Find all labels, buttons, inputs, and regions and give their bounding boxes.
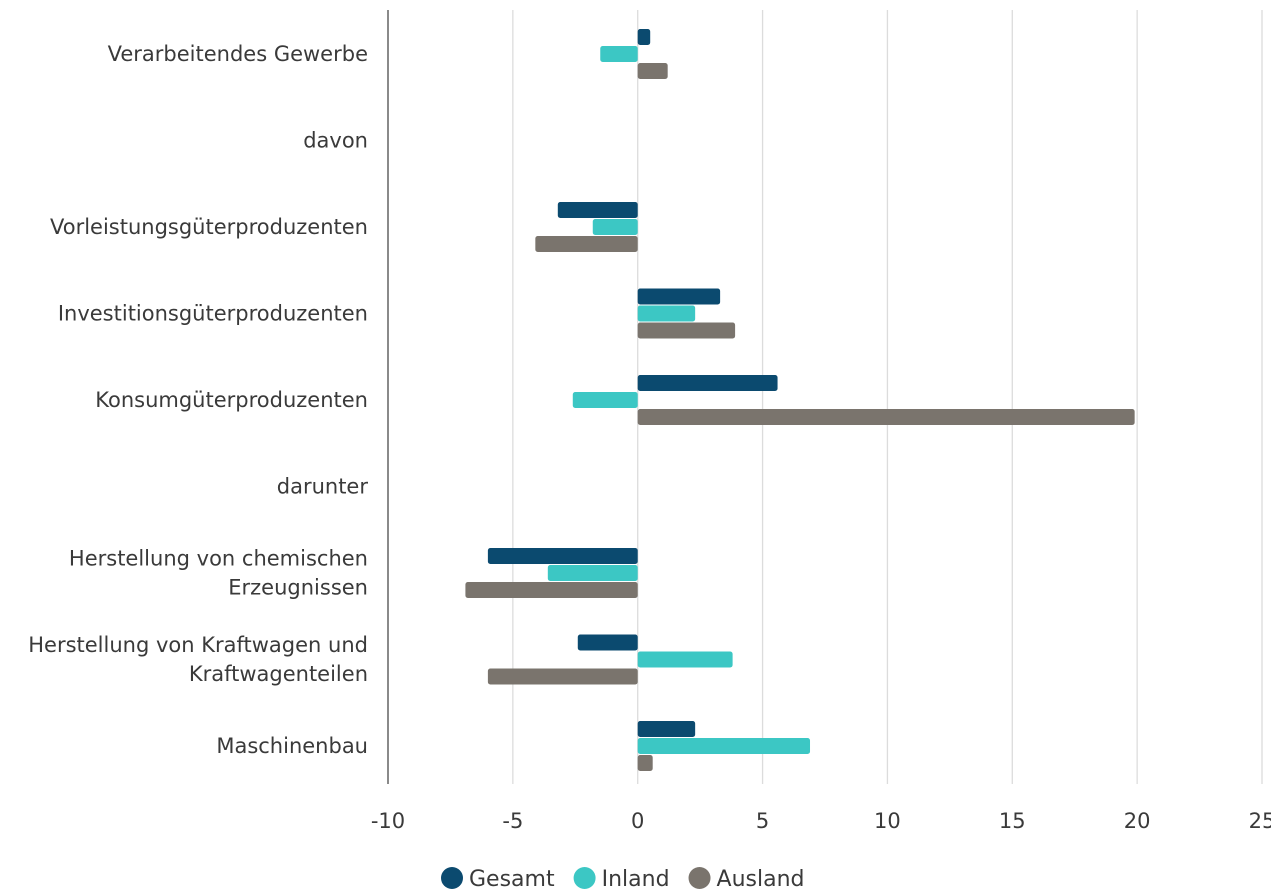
x-tick-labels: -10 -5 0 5 10 15 20 25 — [371, 809, 1271, 833]
grid-lines — [512, 10, 1263, 784]
x-tick-label: 10 — [874, 809, 901, 833]
x-tick-label: -5 — [502, 809, 523, 833]
legend-marker-ausland — [688, 867, 711, 889]
bar-inland — [637, 305, 696, 322]
legend-label: Ausland — [717, 867, 805, 892]
category-labels: Verarbeitendes Gewerbe davon Vorleistungsg… — [28, 42, 368, 758]
category-label: Konsumgüterproduzenten — [95, 388, 368, 412]
bar-inland — [637, 651, 733, 668]
x-tick-label: -10 — [371, 809, 405, 833]
legend: Gesamt Inland Ausland — [441, 867, 805, 892]
bar-inland — [592, 219, 638, 235]
bar-gesamt — [637, 721, 696, 737]
category-label: Verarbeitendes Gewerbe — [108, 42, 368, 66]
bar-inland — [637, 738, 811, 754]
x-tick-label: 20 — [1124, 809, 1151, 833]
bar-ausland — [637, 409, 1135, 425]
bar-ausland — [637, 322, 736, 339]
category-label: Erzeugnissen — [228, 576, 368, 600]
category-label: Kraftwagenteilen — [189, 662, 368, 686]
x-tick-label: 0 — [631, 809, 644, 833]
category-label: davon — [303, 129, 368, 153]
bar-gesamt — [637, 288, 721, 305]
bar-ausland — [487, 668, 638, 685]
bar-gesamt — [577, 634, 638, 651]
x-tick-label: 15 — [999, 809, 1026, 833]
bar-ausland — [465, 582, 638, 598]
bar-ausland — [637, 63, 668, 79]
bar-ausland — [535, 236, 638, 252]
bar-ausland — [637, 755, 653, 771]
legend-marker-inland — [573, 867, 596, 889]
legend-marker-gesamt — [441, 867, 463, 889]
legend-label: Inland — [602, 867, 670, 892]
bar-gesamt — [487, 548, 638, 564]
category-label: Investitionsgüterproduzenten — [58, 302, 368, 326]
bar-gesamt — [557, 202, 638, 218]
bar-gesamt — [637, 29, 651, 45]
category-label: Herstellung von chemischen — [69, 547, 368, 571]
bars — [465, 29, 1135, 771]
bar-inland — [547, 565, 638, 581]
category-label: Maschinenbau — [216, 734, 368, 758]
x-tick-label: 5 — [756, 809, 769, 833]
x-tick-label: 25 — [1249, 809, 1271, 833]
legend-label: Gesamt — [469, 867, 555, 892]
bar-inland — [572, 392, 638, 408]
category-label: Herstellung von Kraftwagen und — [28, 633, 368, 657]
category-label: darunter — [277, 475, 369, 499]
category-label: Vorleistungsgüterproduzenten — [50, 215, 368, 239]
bar-inland — [600, 46, 638, 62]
bar-gesamt — [637, 375, 778, 391]
